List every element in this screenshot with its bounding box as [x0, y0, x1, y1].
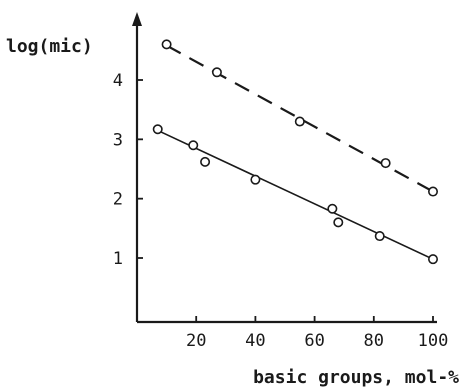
fit-lines	[157, 44, 434, 260]
x-tick-label-100: 100	[418, 331, 449, 351]
y-axis-arrow	[132, 12, 142, 26]
data-point-dashed-4	[427, 186, 438, 197]
data-point-solid-2	[200, 156, 211, 167]
data-point-dashed-0	[161, 39, 172, 50]
y-tick-label-1: 1	[113, 249, 123, 269]
data-point-dashed-1	[211, 67, 222, 78]
y-tick-label-4: 4	[113, 71, 123, 91]
fit-line-solid	[157, 129, 434, 260]
axes	[132, 12, 437, 324]
data-point-dashed-3	[380, 158, 391, 169]
data-point-dashed-2	[294, 116, 305, 127]
data-point-solid-1	[188, 140, 199, 151]
data-point-solid-0	[152, 124, 163, 135]
data-point-solid-6	[374, 231, 385, 242]
x-tick-label-80: 80	[364, 331, 384, 351]
x-axis-title: basic groups, mol-%	[253, 367, 459, 388]
data-point-solid-7	[427, 254, 438, 265]
y-axis-title: log(mic)	[6, 36, 93, 57]
data-point-solid-5	[333, 217, 344, 228]
data-point-solid-3	[250, 174, 261, 185]
data-point-solid-4	[327, 203, 338, 214]
data-points	[152, 39, 438, 265]
x-tick-label-20: 20	[186, 331, 206, 351]
x-tick-label-60: 60	[304, 331, 324, 351]
y-tick-label-3: 3	[113, 130, 123, 150]
y-tick-label-2: 2	[113, 190, 123, 210]
x-tick-label-40: 40	[245, 331, 265, 351]
ticks: 20 40 60 80 100 1 2 3 4	[113, 71, 449, 351]
